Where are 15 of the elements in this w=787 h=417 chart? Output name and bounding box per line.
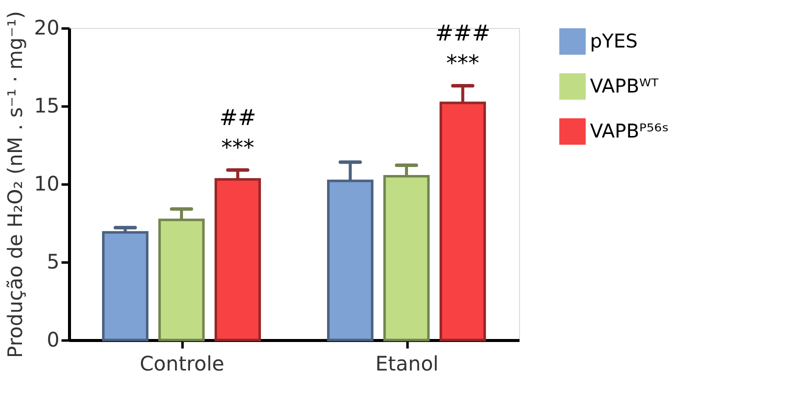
y-tick-label: 5 <box>46 250 60 274</box>
annotation: ## <box>219 106 256 131</box>
y-axis-title: Produção de H₂O₂ (nM . s⁻¹ · mg⁻¹) <box>3 11 28 358</box>
legend-label: VAPBᵂᵀ <box>590 76 660 98</box>
legend-label: pYES <box>590 30 638 52</box>
annotation: *** <box>221 136 254 161</box>
annotation: *** <box>446 52 480 77</box>
y-tick-label: 0 <box>46 328 60 352</box>
y-tick-label: 15 <box>34 94 60 118</box>
x-tick-label: Etanol <box>375 352 439 376</box>
y-tick-label: 10 <box>34 172 60 196</box>
legend-label: VAPBᴾ⁵⁶ˢ <box>590 120 669 142</box>
annotation: ### <box>435 22 490 47</box>
x-tick-label: Controle <box>140 352 224 376</box>
y-tick-label: 20 <box>34 16 60 40</box>
